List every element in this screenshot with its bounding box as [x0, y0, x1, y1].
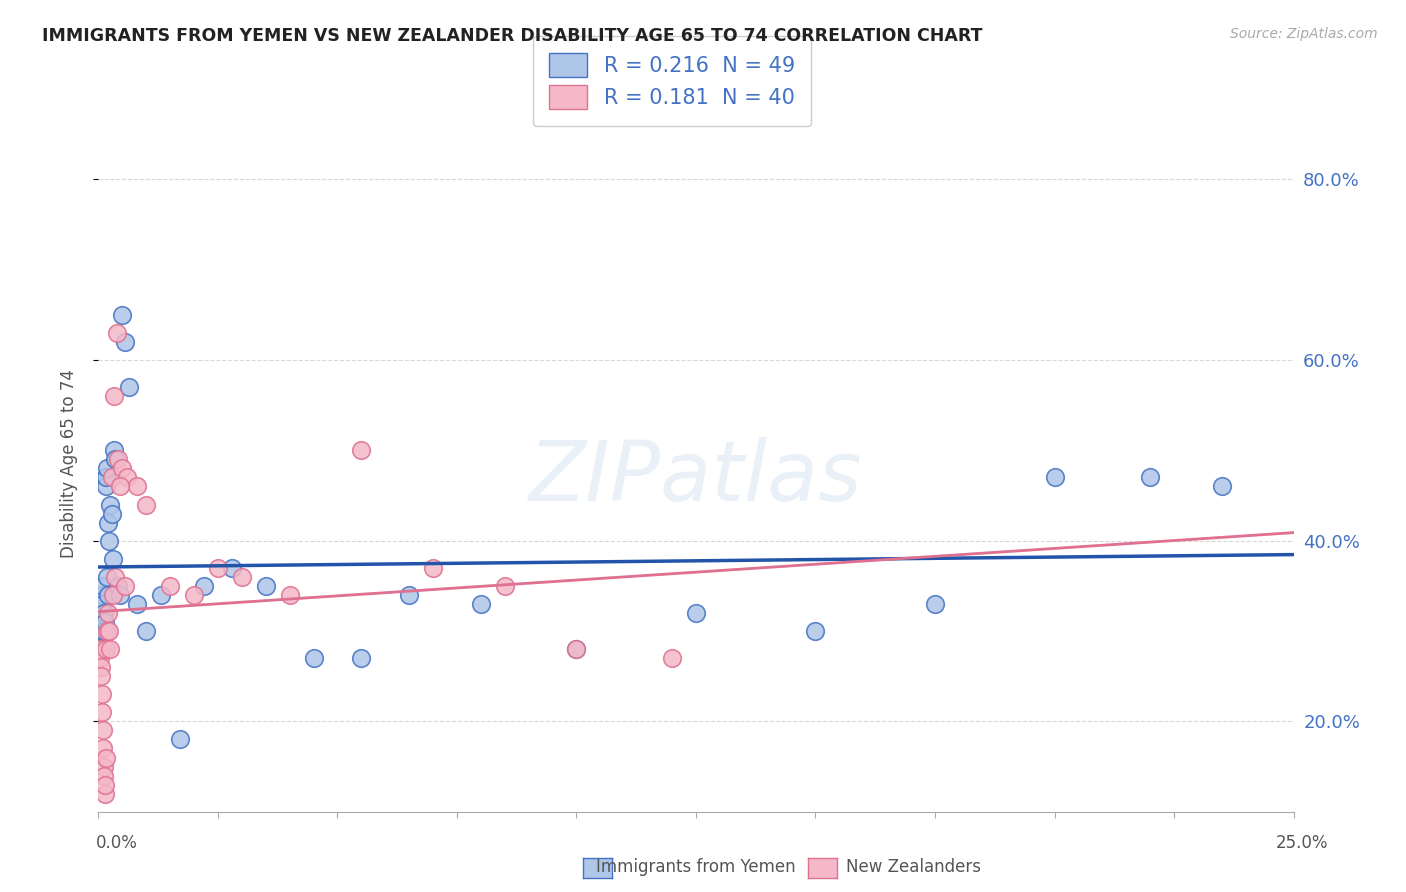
Point: [350, 651, 373, 665]
Point: [135, 498, 157, 512]
Point: [91, 723, 114, 738]
Point: [114, 334, 136, 349]
Point: [494, 579, 516, 593]
Y-axis label: Disability Age 65 to 74: Disability Age 65 to 74: [59, 369, 77, 558]
Legend: R = 0.216  N = 49, R = 0.181  N = 40: R = 0.216 N = 49, R = 0.181 N = 40: [533, 36, 811, 126]
Point: [91, 606, 114, 620]
Point: [103, 389, 125, 403]
Point: [183, 588, 205, 602]
Point: [1139, 470, 1161, 484]
Point: [97, 533, 120, 548]
Point: [101, 551, 124, 566]
Point: [93, 759, 115, 773]
Point: [89, 642, 111, 657]
Point: [565, 642, 588, 657]
Point: [1211, 479, 1233, 493]
Point: [470, 597, 492, 611]
Point: [398, 588, 420, 602]
Point: [169, 732, 191, 747]
Point: [302, 651, 325, 665]
Point: [98, 642, 122, 657]
Point: [90, 660, 112, 674]
Point: [93, 606, 115, 620]
Point: [89, 633, 111, 648]
Text: Immigrants from Yemen: Immigrants from Yemen: [596, 858, 796, 876]
Point: [114, 579, 136, 593]
Point: [193, 579, 215, 593]
Point: [94, 750, 117, 764]
Point: [125, 479, 148, 493]
Point: [93, 768, 115, 782]
Point: [278, 588, 301, 602]
Point: [97, 606, 120, 620]
Point: [96, 570, 118, 584]
Point: [94, 470, 117, 484]
Point: [94, 470, 117, 484]
Point: [89, 624, 111, 638]
Text: Source: ZipAtlas.com: Source: ZipAtlas.com: [1230, 27, 1378, 41]
Point: [93, 787, 115, 801]
Point: [90, 615, 112, 629]
Point: [94, 642, 117, 657]
Point: [685, 606, 707, 620]
Point: [91, 588, 114, 602]
Point: [125, 597, 148, 611]
Point: [96, 624, 118, 638]
Point: [107, 452, 129, 467]
Point: [254, 579, 277, 593]
Point: [661, 651, 683, 665]
Point: [91, 597, 114, 611]
Point: [97, 624, 120, 638]
Point: [118, 380, 141, 394]
Text: 25.0%: 25.0%: [1277, 834, 1329, 852]
Point: [94, 479, 117, 493]
Point: [111, 461, 134, 475]
Point: [104, 452, 127, 467]
Text: ZIPatlas: ZIPatlas: [529, 437, 863, 518]
Point: [90, 669, 112, 683]
Point: [94, 615, 117, 629]
Point: [159, 579, 181, 593]
Point: [90, 687, 112, 701]
Point: [350, 443, 373, 458]
Point: [90, 642, 112, 657]
Point: [89, 651, 111, 665]
Point: [231, 570, 253, 584]
Point: [91, 706, 114, 720]
Point: [93, 642, 115, 657]
Point: [93, 624, 115, 638]
Point: [101, 507, 124, 521]
Point: [98, 498, 122, 512]
Text: IMMIGRANTS FROM YEMEN VS NEW ZEALANDER DISABILITY AGE 65 TO 74 CORRELATION CHART: IMMIGRANTS FROM YEMEN VS NEW ZEALANDER D…: [42, 27, 983, 45]
Point: [115, 470, 138, 484]
Point: [94, 778, 117, 792]
Point: [96, 588, 118, 602]
Point: [91, 741, 114, 756]
Point: [108, 588, 131, 602]
Point: [207, 560, 229, 574]
Point: [101, 588, 124, 602]
Point: [149, 588, 172, 602]
Text: New Zealanders: New Zealanders: [846, 858, 981, 876]
Point: [804, 624, 827, 638]
Point: [91, 579, 114, 593]
Point: [90, 624, 112, 638]
Point: [103, 443, 125, 458]
Point: [107, 579, 129, 593]
Point: [221, 560, 243, 574]
Point: [97, 516, 120, 530]
Point: [422, 560, 444, 574]
Point: [111, 308, 134, 322]
Point: [135, 624, 157, 638]
Point: [96, 461, 118, 475]
Point: [105, 326, 128, 340]
Point: [924, 597, 946, 611]
Point: [101, 470, 124, 484]
Point: [104, 570, 127, 584]
Point: [108, 479, 131, 493]
Point: [565, 642, 588, 657]
Text: 0.0%: 0.0%: [96, 834, 138, 852]
Point: [1043, 470, 1066, 484]
